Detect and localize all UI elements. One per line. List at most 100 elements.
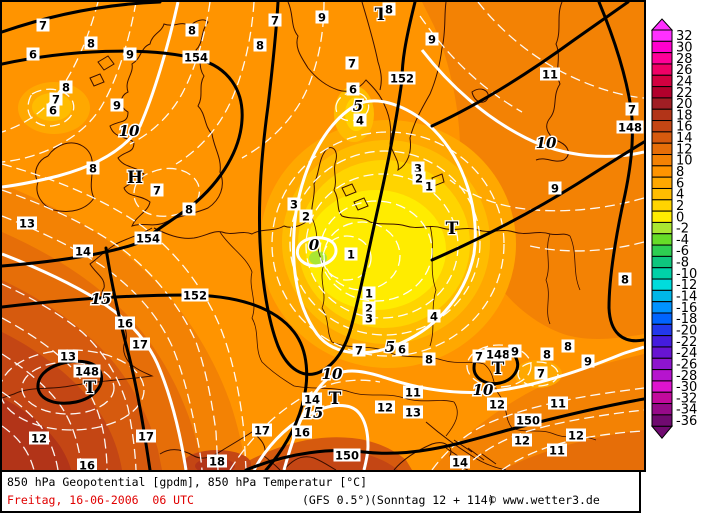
colorbar-tick-label: 6 [676, 176, 684, 191]
colorbar-tick-label: 30 [676, 40, 693, 55]
svg-text:2: 2 [415, 172, 423, 186]
temperature-major-label: 5 [351, 96, 364, 117]
colorbar-tick-label: 14 [676, 131, 693, 146]
svg-text:10: 10 [473, 381, 494, 399]
temperature-label: 7 [625, 102, 639, 117]
temperature-label: 9 [508, 344, 522, 359]
colorbar-tick-label: 28 [676, 52, 693, 67]
colorbar-tick-label: 10 [676, 154, 693, 169]
temperature-label: 14 [73, 244, 93, 259]
temperature-major-label: 10 [117, 121, 141, 142]
svg-text:H: H [127, 168, 143, 188]
colorbar-arrow-bottom [650, 425, 674, 439]
temperature-label: 12 [487, 397, 507, 412]
temperature-label: 16 [77, 458, 97, 471]
colorbar-tick-label: 24 [676, 74, 693, 89]
colorbar-tick-label: -34 [676, 403, 697, 418]
svg-text:13: 13 [19, 217, 35, 231]
svg-text:16: 16 [294, 426, 310, 440]
svg-text:12: 12 [377, 401, 393, 415]
forecast-step: (Sonntag 12 + 114) [370, 493, 495, 507]
temperature-label: 6 [26, 47, 40, 62]
svg-text:9: 9 [551, 182, 559, 196]
colorbar-swatch [651, 74, 673, 88]
svg-text:12: 12 [514, 434, 530, 448]
colorbar-swatch [651, 187, 673, 201]
geopotential-label: 154 [134, 231, 162, 246]
temperature-major-label: 15 [89, 289, 113, 310]
temperature-label: 8 [185, 23, 199, 38]
svg-text:5: 5 [385, 338, 395, 356]
colorbar-tick-label: 18 [676, 108, 693, 123]
svg-text:148: 148 [75, 365, 99, 379]
pressure-center-label: T [327, 388, 342, 410]
temperature-label: 11 [540, 67, 560, 82]
svg-text:8: 8 [564, 340, 572, 354]
colorbar-swatch [651, 335, 673, 348]
geopotential-label: 148 [484, 347, 512, 362]
colorbar-swatch [651, 176, 673, 189]
temperature-label: 12 [512, 433, 532, 448]
temperature-label: 8 [422, 352, 436, 367]
colorbar-tick-label: -24 [676, 346, 697, 361]
svg-text:8: 8 [87, 37, 95, 51]
colorbar-swatch [651, 244, 673, 257]
temperature-label: 1 [344, 247, 358, 262]
temperature-label: 7 [534, 366, 548, 381]
temperature-label: 8 [84, 36, 98, 51]
colorbar-swatch [651, 323, 673, 337]
colorbar-tick-label: -20 [676, 323, 697, 338]
temperature-label: 8 [86, 161, 100, 176]
colorbar-swatch [651, 255, 673, 269]
svg-text:5: 5 [353, 97, 363, 115]
svg-text:11: 11 [405, 386, 421, 400]
temperature-label: 9 [110, 98, 124, 113]
temperature-label: 1 [422, 179, 436, 194]
colorbar-swatch [651, 210, 673, 223]
colorbar-tick-label: -10 [676, 267, 697, 282]
colorbar-tick-label: -36 [676, 414, 697, 429]
colorbar-tick-label: -2 [676, 222, 689, 237]
svg-text:7: 7 [475, 350, 483, 364]
svg-text:16: 16 [79, 459, 95, 471]
svg-text:8: 8 [256, 39, 264, 53]
colorbar-tick-label: 16 [676, 120, 693, 135]
geopotential-label: 148 [73, 364, 101, 379]
temperature-label: 9 [548, 181, 562, 196]
temperature-label: 12 [566, 428, 586, 443]
pressure-center-label: H [126, 167, 144, 189]
geopotential-label: 150 [333, 448, 361, 463]
temperature-label: 1 [362, 286, 376, 301]
temperature-label: 8 [182, 202, 196, 217]
svg-text:13: 13 [60, 350, 76, 364]
svg-text:8: 8 [621, 273, 629, 287]
svg-text:0: 0 [309, 236, 320, 254]
colorbar-swatch [651, 86, 673, 99]
temperature-label: 9 [123, 47, 137, 62]
colorbar-swatch [651, 233, 673, 246]
colorbar-swatch [651, 63, 673, 76]
svg-text:3: 3 [365, 312, 373, 326]
svg-text:148: 148 [486, 348, 510, 362]
colorbar-tick-label: -4 [676, 233, 689, 248]
svg-text:9: 9 [113, 99, 121, 113]
colorbar-swatch [651, 52, 673, 65]
svg-text:8: 8 [62, 81, 70, 95]
temperature-label: 3 [411, 161, 425, 176]
temperature-label: 16 [292, 425, 312, 440]
temperature-label: 9 [581, 354, 595, 369]
colorbar-swatch [651, 108, 673, 122]
colorbar-tick-label: 22 [676, 86, 693, 101]
colorbar-tick-label: -14 [676, 290, 697, 305]
colorbar-tick-label: 4 [676, 188, 684, 203]
colorbar-swatch [651, 154, 673, 167]
temperature-label: 9 [315, 10, 329, 25]
temperature-label: 7 [49, 92, 63, 107]
temperature-label: 13 [403, 405, 423, 420]
svg-text:150: 150 [516, 414, 540, 428]
colorbar-tick-label: -18 [676, 312, 697, 327]
info-footer: 850 hPa Geopotential [gpdm], 850 hPa Tem… [0, 470, 641, 513]
svg-text:3: 3 [414, 162, 422, 176]
temperature-label: 9 [425, 32, 439, 47]
svg-text:154: 154 [136, 232, 160, 246]
